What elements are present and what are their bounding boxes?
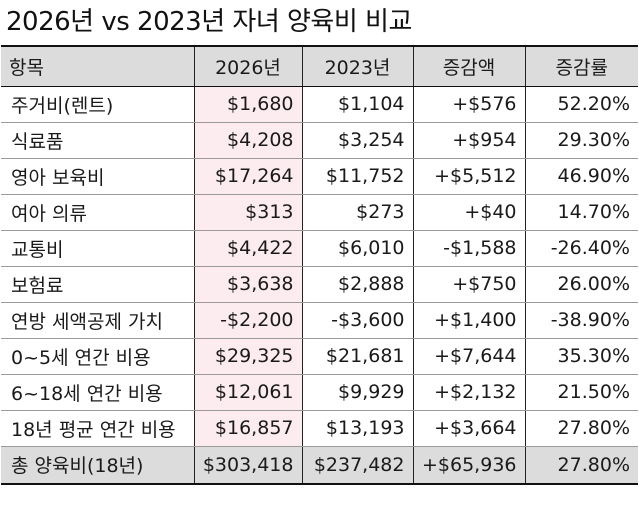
table-body: 주거비(렌트) $1,680 $1,104 +$576 52.20% 식료품 $4,208… (1, 86, 638, 447)
value-2023: $2,888 (302, 266, 414, 303)
value-2026: -$2,200 (194, 302, 303, 339)
value-2026: $16,857 (194, 410, 303, 447)
header-change-rate: 증감률 (525, 45, 638, 87)
change-rate: -26.40% (525, 230, 638, 267)
row-label: 식료품 (1, 122, 195, 159)
change-amount: +$7,644 (413, 338, 526, 375)
value-2023: $21,681 (302, 338, 414, 375)
change-amount: +$3,664 (413, 410, 526, 447)
change-amount: +$576 (413, 86, 526, 123)
value-2023: $273 (302, 194, 414, 231)
change-amount: +$40 (413, 194, 526, 231)
change-rate: 29.30% (525, 122, 638, 159)
change-rate: 35.30% (525, 338, 638, 375)
total-row: 총 양육비(18년) $303,418 $237,482 +$65,936 27… (1, 445, 638, 485)
table-row: 주거비(렌트) $1,680 $1,104 +$576 52.20% (1, 86, 638, 123)
change-rate: -38.90% (525, 302, 638, 339)
table-row: 교통비 $4,422 $6,010 -$1,588 -26.40% (1, 230, 638, 267)
total-2026: $303,418 (194, 445, 303, 485)
row-label: 18년 평균 연간 비용 (1, 410, 195, 447)
change-amount: +$750 (413, 266, 526, 303)
total-change-rate: 27.80% (525, 445, 638, 485)
value-2026: $4,208 (194, 122, 303, 159)
change-rate: 14.70% (525, 194, 638, 231)
row-label: 영아 보육비 (1, 158, 195, 195)
change-rate: 26.00% (525, 266, 638, 303)
change-amount: -$1,588 (413, 230, 526, 267)
row-label: 6~18세 연간 비용 (1, 374, 195, 411)
header-change-amount: 증감액 (413, 45, 526, 87)
table-header-row: 항목 2026년 2023년 증감액 증감률 (1, 45, 638, 87)
row-label: 주거비(렌트) (1, 86, 195, 123)
header-2023: 2023년 (302, 45, 414, 87)
total-change-amount: +$65,936 (413, 445, 526, 485)
value-2026: $313 (194, 194, 303, 231)
change-amount: +$1,400 (413, 302, 526, 339)
value-2026: $4,422 (194, 230, 303, 267)
change-rate: 46.90% (525, 158, 638, 195)
value-2026: $1,680 (194, 86, 303, 123)
value-2023: -$3,600 (302, 302, 414, 339)
table-row: 18년 평균 연간 비용 $16,857 $13,193 +$3,664 27.80% (1, 410, 638, 447)
value-2023: $9,929 (302, 374, 414, 411)
value-2023: $3,254 (302, 122, 414, 159)
header-item: 항목 (1, 45, 195, 87)
value-2026: $12,061 (194, 374, 303, 411)
value-2023: $6,010 (302, 230, 414, 267)
change-amount: +$2,132 (413, 374, 526, 411)
change-rate: 21.50% (525, 374, 638, 411)
table-row: 영아 보육비 $17,264 $11,752 +$5,512 46.90% (1, 158, 638, 195)
table-row: 연방 세액공제 가치 -$2,200 -$3,600 +$1,400 -38.90% (1, 302, 638, 339)
row-label: 보험료 (1, 266, 195, 303)
header-2026: 2026년 (194, 45, 303, 87)
value-2026: $17,264 (194, 158, 303, 195)
row-label: 여아 의류 (1, 194, 195, 231)
row-label: 0~5세 연간 비용 (1, 338, 195, 375)
change-rate: 27.80% (525, 410, 638, 447)
change-amount: +$954 (413, 122, 526, 159)
change-amount: +$5,512 (413, 158, 526, 195)
change-rate: 52.20% (525, 86, 638, 123)
total-label: 총 양육비(18년) (1, 445, 195, 485)
table-row: 0~5세 연간 비용 $29,325 $21,681 +$7,644 35.30% (1, 338, 638, 375)
table-row: 식료품 $4,208 $3,254 +$954 29.30% (1, 122, 638, 159)
value-2023: $1,104 (302, 86, 414, 123)
table-row: 여아 의류 $313 $273 +$40 14.70% (1, 194, 638, 231)
cost-comparison-table: 항목 2026년 2023년 증감액 증감률 주거비(렌트) $1,680 $1,1… (1, 45, 638, 485)
table-row: 보험료 $3,638 $2,888 +$750 26.00% (1, 266, 638, 303)
row-label: 연방 세액공제 가치 (1, 302, 195, 339)
value-2026: $29,325 (194, 338, 303, 375)
row-label: 교통비 (1, 230, 195, 267)
value-2023: $13,193 (302, 410, 414, 447)
table-row: 6~18세 연간 비용 $12,061 $9,929 +$2,132 21.50% (1, 374, 638, 411)
value-2026: $3,638 (194, 266, 303, 303)
total-2023: $237,482 (302, 445, 414, 485)
page-title: 2026년 vs 2023년 자녀 양육비 비교 (6, 7, 412, 37)
value-2023: $11,752 (302, 158, 414, 195)
